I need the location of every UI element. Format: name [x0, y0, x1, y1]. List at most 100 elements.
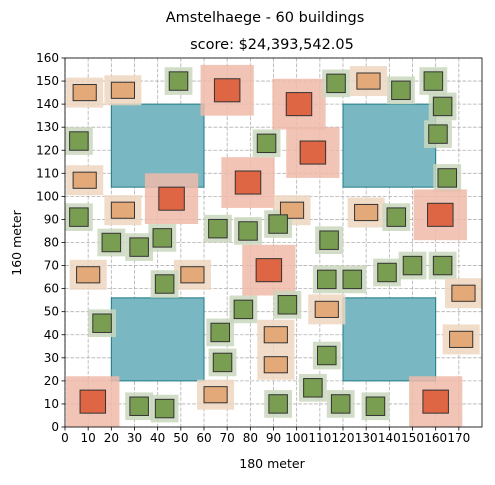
x-tick-label: 100	[285, 431, 308, 445]
maison-building	[427, 202, 454, 227]
single-building	[377, 262, 397, 283]
bungalow-building	[449, 330, 474, 348]
y-tick-label: 20	[44, 374, 59, 388]
single-building	[402, 255, 423, 276]
x-tick-label: 60	[196, 431, 211, 445]
single-building	[317, 345, 337, 366]
single-building	[101, 232, 122, 253]
single-building	[277, 295, 298, 315]
x-tick-label: 0	[61, 431, 69, 445]
x-axis-label: 180 meter	[239, 456, 305, 471]
single-building	[154, 274, 175, 294]
maison-building	[299, 140, 327, 165]
single-building	[154, 398, 175, 419]
maison-building	[234, 170, 262, 195]
single-building	[268, 394, 288, 414]
x-tick-label: 160	[424, 431, 447, 445]
water-areas	[110, 103, 437, 382]
x-tick-label: 40	[150, 431, 165, 445]
y-axis-label: 160 meter	[9, 209, 24, 275]
maison-building	[213, 78, 241, 103]
maison-building	[79, 389, 107, 414]
single-building	[326, 73, 346, 94]
y-tick-label: 160	[36, 51, 59, 65]
bungalow-building	[110, 81, 136, 99]
y-tick-label: 140	[36, 97, 59, 111]
y-axis-ticks: 0 10 20 30 40 50 60 70 80 90 100 110 120 130 140 150 160	[36, 51, 65, 434]
maison-building	[422, 389, 449, 414]
y-tick-label: 10	[44, 397, 59, 411]
bungalow-building	[110, 201, 136, 219]
single-building	[428, 124, 448, 144]
single-building	[212, 352, 233, 373]
single-building	[129, 237, 149, 257]
y-tick-label: 60	[44, 282, 59, 296]
bungalow-building	[180, 266, 205, 284]
single-building	[330, 394, 351, 414]
bungalow-building	[76, 266, 101, 284]
y-tick-label: 90	[44, 212, 59, 226]
bungalow-building	[279, 201, 305, 219]
x-tick-label: 30	[127, 431, 142, 445]
single-building	[391, 80, 411, 101]
bungalow-building	[314, 300, 339, 318]
single-building	[129, 396, 149, 416]
x-tick-label: 150	[401, 431, 424, 445]
y-tick-label: 100	[36, 189, 59, 203]
single-building	[437, 168, 458, 188]
y-tick-label: 150	[36, 74, 59, 88]
x-tick-label: 130	[355, 431, 378, 445]
single-building	[256, 133, 277, 154]
y-tick-label: 40	[44, 328, 59, 342]
buildings	[69, 71, 476, 419]
single-building	[365, 396, 386, 416]
x-tick-label: 70	[220, 431, 235, 445]
y-tick-label: 120	[36, 143, 59, 157]
single-building	[303, 378, 323, 398]
bungalow-building	[356, 72, 381, 90]
water-area	[342, 103, 437, 188]
x-tick-label: 110	[308, 431, 331, 445]
y-tick-label: 110	[36, 166, 59, 180]
x-axis-ticks: 0 10 20 30 40 50 60 70 80 90 100 110 120 130 140 150 160…	[61, 427, 470, 445]
x-tick-label: 50	[173, 431, 188, 445]
single-building	[238, 221, 258, 241]
single-building	[69, 131, 89, 151]
y-tick-label: 0	[51, 420, 59, 434]
maison-building	[255, 258, 283, 283]
maison-building	[285, 92, 313, 117]
single-building	[210, 322, 230, 343]
bungalow-building	[72, 84, 97, 102]
y-tick-label: 50	[44, 305, 59, 319]
bungalow-building	[263, 356, 288, 374]
single-building	[268, 214, 288, 234]
single-building	[432, 96, 453, 117]
single-building	[69, 207, 89, 227]
x-tick-label: 120	[332, 431, 355, 445]
y-tick-label: 70	[44, 259, 59, 273]
bungalow-building	[203, 386, 228, 404]
water-area	[110, 297, 205, 382]
x-tick-label: 20	[104, 431, 119, 445]
single-building	[432, 255, 453, 276]
x-tick-label: 90	[266, 431, 281, 445]
y-tick-label: 30	[44, 351, 59, 365]
bungalow-building	[451, 284, 476, 302]
chart-suptitle: Amstelhaege - 60 buildings	[166, 10, 365, 26]
water-area	[342, 297, 437, 382]
single-building	[92, 313, 112, 333]
single-building	[168, 71, 189, 91]
x-tick-label: 10	[81, 431, 96, 445]
single-building	[233, 299, 254, 320]
chart-title: score: $24,393,542.05	[190, 37, 354, 53]
bungalow-building	[354, 203, 379, 222]
x-tick-label: 170	[447, 431, 470, 445]
single-building	[317, 269, 337, 290]
single-building	[342, 269, 363, 290]
single-building	[152, 228, 173, 248]
single-building	[386, 207, 407, 227]
x-tick-label: 140	[378, 431, 401, 445]
y-tick-label: 80	[44, 236, 59, 250]
